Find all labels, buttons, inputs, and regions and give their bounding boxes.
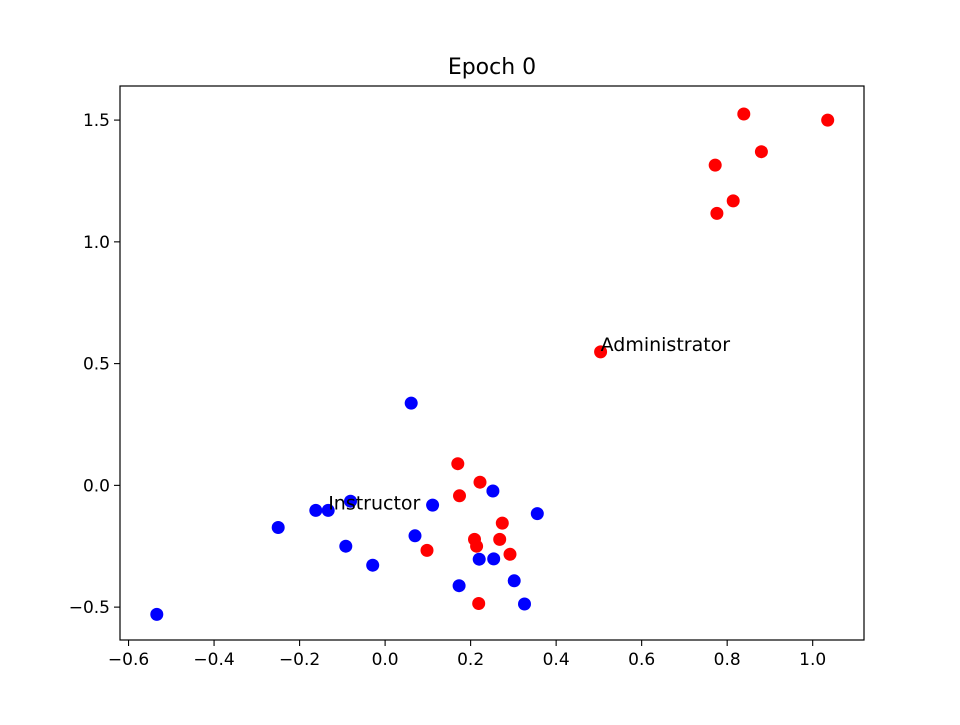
data-point: [472, 552, 486, 566]
data-point: [420, 543, 434, 557]
x-axis: −0.6 −0.4 −0.2 0.0 0.2 0.4 0.6 0.8 1.0: [108, 640, 826, 670]
data-point: [754, 145, 768, 159]
data-point: [518, 597, 531, 611]
data-point: [737, 107, 751, 121]
data-point: [366, 558, 380, 572]
data-point: [472, 597, 486, 610]
annotation-label: Administrator: [601, 334, 731, 356]
data-point: [426, 498, 440, 512]
data-point: [495, 516, 509, 530]
annotation-label: Instructor: [328, 492, 420, 514]
x-tick-label: 0.2: [457, 650, 484, 670]
x-tick-label: −0.2: [279, 650, 320, 670]
data-point: [821, 113, 835, 127]
annotations-layer: Administrator Instructor: [328, 334, 730, 515]
chart-title: Epoch 0: [448, 55, 536, 80]
x-tick-label: 0.8: [714, 650, 741, 670]
data-point: [404, 396, 418, 410]
points-layer: [150, 107, 835, 621]
y-tick-label: −0.5: [69, 598, 110, 618]
x-tick-label: −0.4: [193, 650, 234, 670]
data-point: [309, 503, 323, 517]
data-point: [344, 494, 357, 508]
y-tick-label: 0.5: [83, 355, 110, 375]
plot-frame: [119, 85, 865, 641]
data-point: [487, 552, 501, 566]
data-point: [507, 574, 521, 588]
data-point: [726, 194, 740, 208]
data-point: [150, 607, 164, 621]
y-axis: −0.5 0.0 0.5 1.0 1.5: [69, 111, 120, 618]
data-point: [493, 532, 507, 546]
data-point: [408, 529, 422, 543]
data-point: [486, 484, 500, 498]
data-point: [452, 579, 466, 593]
data-point: [271, 521, 285, 534]
data-point: [473, 475, 487, 489]
y-tick-label: 1.0: [83, 233, 110, 253]
y-tick-label: 1.5: [83, 111, 110, 131]
data-point: [530, 507, 544, 521]
x-tick-label: 1.0: [799, 650, 826, 670]
data-point: [453, 489, 466, 503]
x-tick-label: 0.0: [372, 650, 399, 670]
x-tick-label: −0.6: [108, 650, 149, 670]
data-point: [339, 539, 353, 553]
data-point: [470, 539, 484, 553]
data-point: [594, 345, 608, 359]
data-point: [710, 206, 724, 220]
y-tick-label: 0.0: [83, 476, 110, 496]
x-tick-label: 0.6: [628, 650, 655, 670]
data-point: [503, 547, 517, 561]
data-point: [708, 158, 722, 172]
data-point: [321, 503, 335, 517]
x-tick-label: 0.4: [543, 650, 570, 670]
data-point: [451, 457, 465, 471]
